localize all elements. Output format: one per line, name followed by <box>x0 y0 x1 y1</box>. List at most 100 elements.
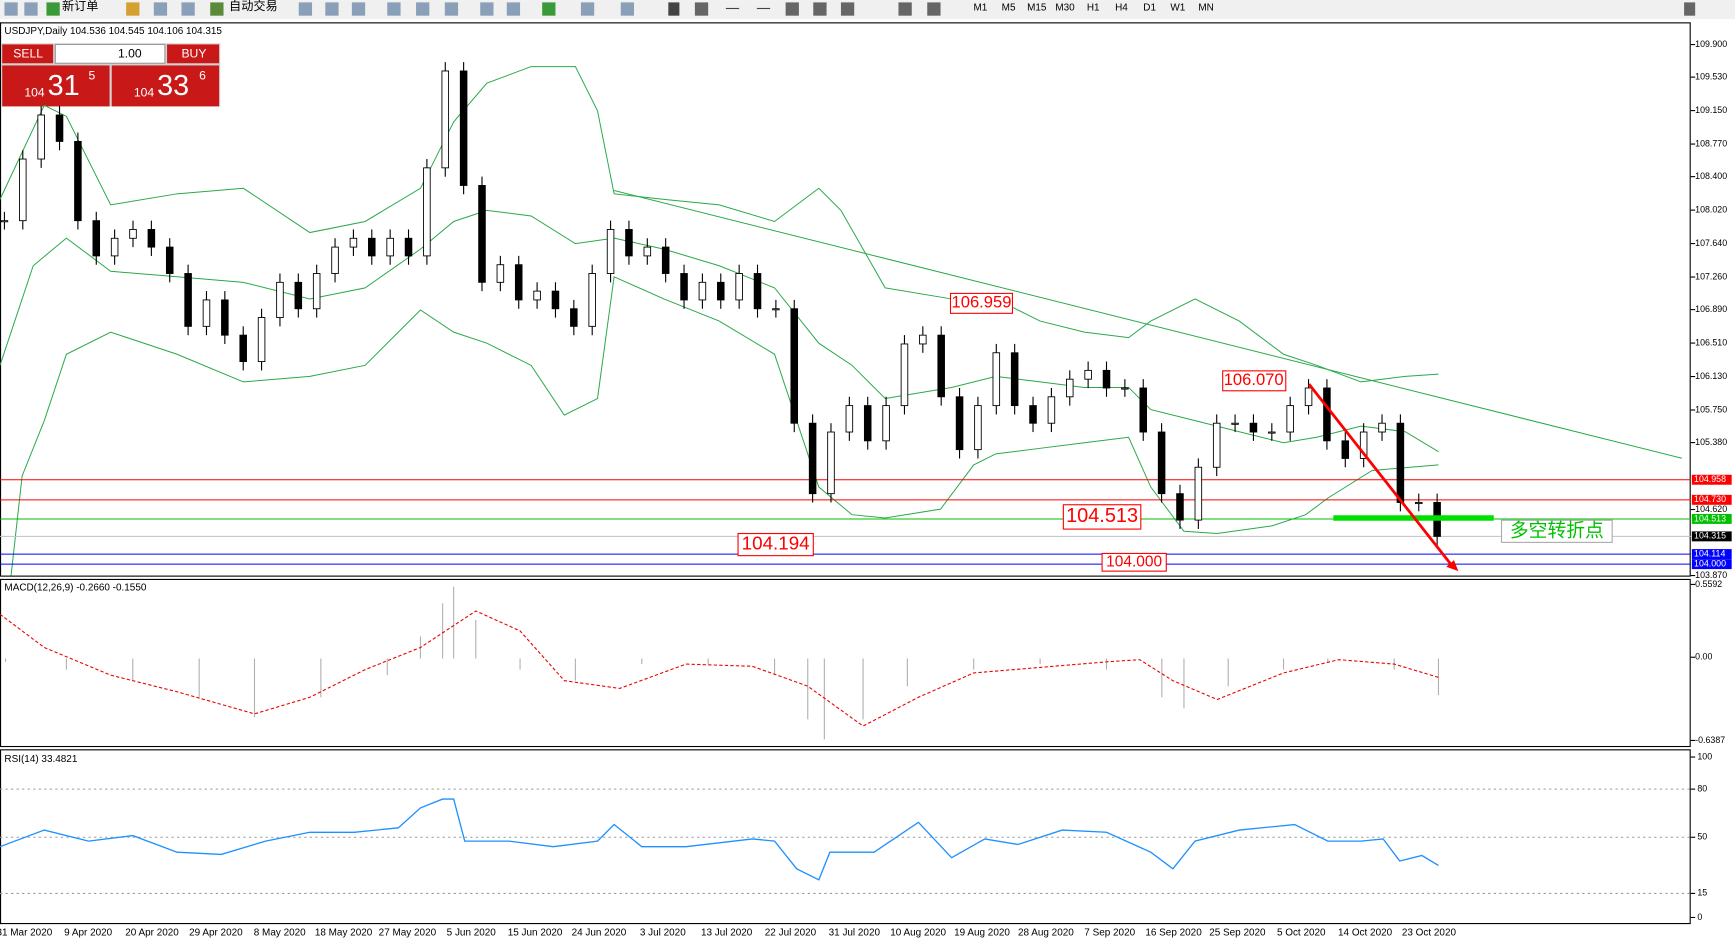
candle-body <box>698 281 707 301</box>
timeframe-button[interactable]: H1 <box>1087 3 1100 14</box>
timeframe-button[interactable]: M5 <box>1002 3 1016 14</box>
y-tick-label: 106.130 <box>1695 371 1727 381</box>
candle-body <box>955 396 964 451</box>
price-label-box <box>1691 494 1732 505</box>
x-tick-label: 24 Jun 2020 <box>572 928 627 939</box>
y-tick-label: 109.530 <box>1695 71 1727 81</box>
timeframe-button[interactable]: H4 <box>1115 3 1128 14</box>
annotation: 106.959 <box>952 293 1012 312</box>
price-label: 104.000 <box>1694 558 1726 568</box>
timeframe-button[interactable]: M1 <box>973 3 987 14</box>
price-label: 104.958 <box>1694 474 1726 484</box>
timeframe-button[interactable]: D1 <box>1143 3 1156 14</box>
candle-body <box>441 70 450 169</box>
y-tick-label: 109.150 <box>1695 105 1727 115</box>
sell-quote[interactable] <box>2 65 110 107</box>
toolbar <box>0 0 1735 19</box>
price-label: 104.513 <box>1694 513 1726 523</box>
sell-button[interactable] <box>2 44 54 64</box>
x-tick-label: 8 May 2020 <box>254 928 306 939</box>
x-tick-label: 18 May 2020 <box>315 928 373 939</box>
y-tick-label: 108.400 <box>1695 171 1727 181</box>
candle-body <box>349 237 358 248</box>
trade-panel: SELL BUY 1.00 104 31 5 104 33 6 <box>1 43 221 107</box>
candle-body <box>202 299 211 327</box>
candle-body <box>643 246 652 257</box>
buy-frac: 6 <box>199 69 206 83</box>
candle-body <box>937 334 945 398</box>
macd-panel <box>0 578 1691 748</box>
annotations: 106.959 106.070 104.513 104.194 104.000 … <box>737 293 1613 572</box>
candle-body <box>1194 466 1203 521</box>
x-tick-label: 5 Jun 2020 <box>447 928 497 939</box>
candles <box>0 62 1441 546</box>
candle-body <box>514 264 523 301</box>
candle-body <box>74 140 82 222</box>
buy-pips: 33 <box>157 70 189 102</box>
x-tick-label: 10 Aug 2020 <box>890 928 946 939</box>
y-tick-label: 107.260 <box>1695 271 1727 281</box>
price-label-box <box>1691 513 1732 524</box>
x-tick-label: 29 Apr 2020 <box>189 928 243 939</box>
lots-input[interactable] <box>54 43 166 64</box>
candle-body <box>1323 387 1331 442</box>
candle-body <box>606 229 615 274</box>
timeframe-button[interactable]: W1 <box>1170 3 1185 14</box>
x-tick-label: 13 Jul 2020 <box>701 928 753 939</box>
timeframe-button[interactable]: MN <box>1198 3 1213 14</box>
annotation: 多空转折点 <box>1510 519 1604 540</box>
candle-body <box>753 273 762 310</box>
main-panel <box>0 22 1691 577</box>
candle-body <box>1047 396 1056 424</box>
candle-body <box>221 299 229 336</box>
candle-body <box>570 308 578 327</box>
price-label: 104.315 <box>1694 531 1726 541</box>
x-tick-label: 5 Oct 2020 <box>1277 928 1326 939</box>
rsi-label: RSI(14) 33.4821 <box>4 754 77 765</box>
x-tick-label: 20 Apr 2020 <box>125 928 179 939</box>
chart-title: USDJPY,Daily 104.536 104.545 104.106 104… <box>4 26 222 37</box>
macd-signal <box>0 610 1439 727</box>
toolbar-button[interactable]: 新订单 <box>62 0 98 13</box>
candle-body <box>55 114 64 142</box>
candle-body <box>1304 387 1313 407</box>
y-tick-label: 50 <box>1697 832 1707 842</box>
rsi-axis: 100 80 50 15 0 <box>0 751 1712 922</box>
y-tick-label: 80 <box>1697 783 1707 793</box>
candle-body <box>1029 405 1037 424</box>
buy-quote[interactable] <box>111 65 220 107</box>
x-tick-label: 31 Jul 2020 <box>829 928 881 939</box>
candle-body <box>772 308 780 311</box>
y-tick-label: 105.750 <box>1695 404 1727 414</box>
price-label-box <box>1691 531 1732 542</box>
candle-body <box>294 281 303 310</box>
candle-body <box>1176 493 1184 521</box>
candle-body <box>661 246 670 274</box>
candle-body <box>1359 431 1368 459</box>
candle-body <box>404 237 413 257</box>
candle-body <box>992 352 1001 407</box>
candle-body <box>1268 431 1276 434</box>
candle-body <box>1231 422 1239 425</box>
macd-axis: 0.5592 0.00 -0.6387 <box>1690 579 1725 745</box>
candle-body <box>110 237 119 257</box>
timeframe-button[interactable]: M15 <box>1027 3 1047 14</box>
candle-body <box>845 405 854 433</box>
sell-big: 104 <box>24 85 45 99</box>
candle-body <box>257 317 266 363</box>
x-tick-label: 27 May 2020 <box>379 928 437 939</box>
toolbar-button[interactable]: 自动交易 <box>229 0 278 13</box>
candle-body <box>680 273 688 301</box>
candle-body <box>239 334 247 363</box>
y-tick-label: 105.380 <box>1695 437 1727 447</box>
sell-label: SELL <box>13 47 43 61</box>
y-tick-label: 106.510 <box>1695 337 1727 347</box>
timeframe-button[interactable]: M30 <box>1055 3 1075 14</box>
candle-body <box>735 273 743 301</box>
time-axis: 31 Mar 2020 9 Apr 2020 20 Apr 2020 29 Apr 2… <box>0 928 1456 939</box>
x-tick-label: 9 Apr 2020 <box>64 928 113 939</box>
price-label: 104.730 <box>1694 494 1726 504</box>
candle-body <box>37 114 45 160</box>
buy-button[interactable] <box>167 44 220 64</box>
